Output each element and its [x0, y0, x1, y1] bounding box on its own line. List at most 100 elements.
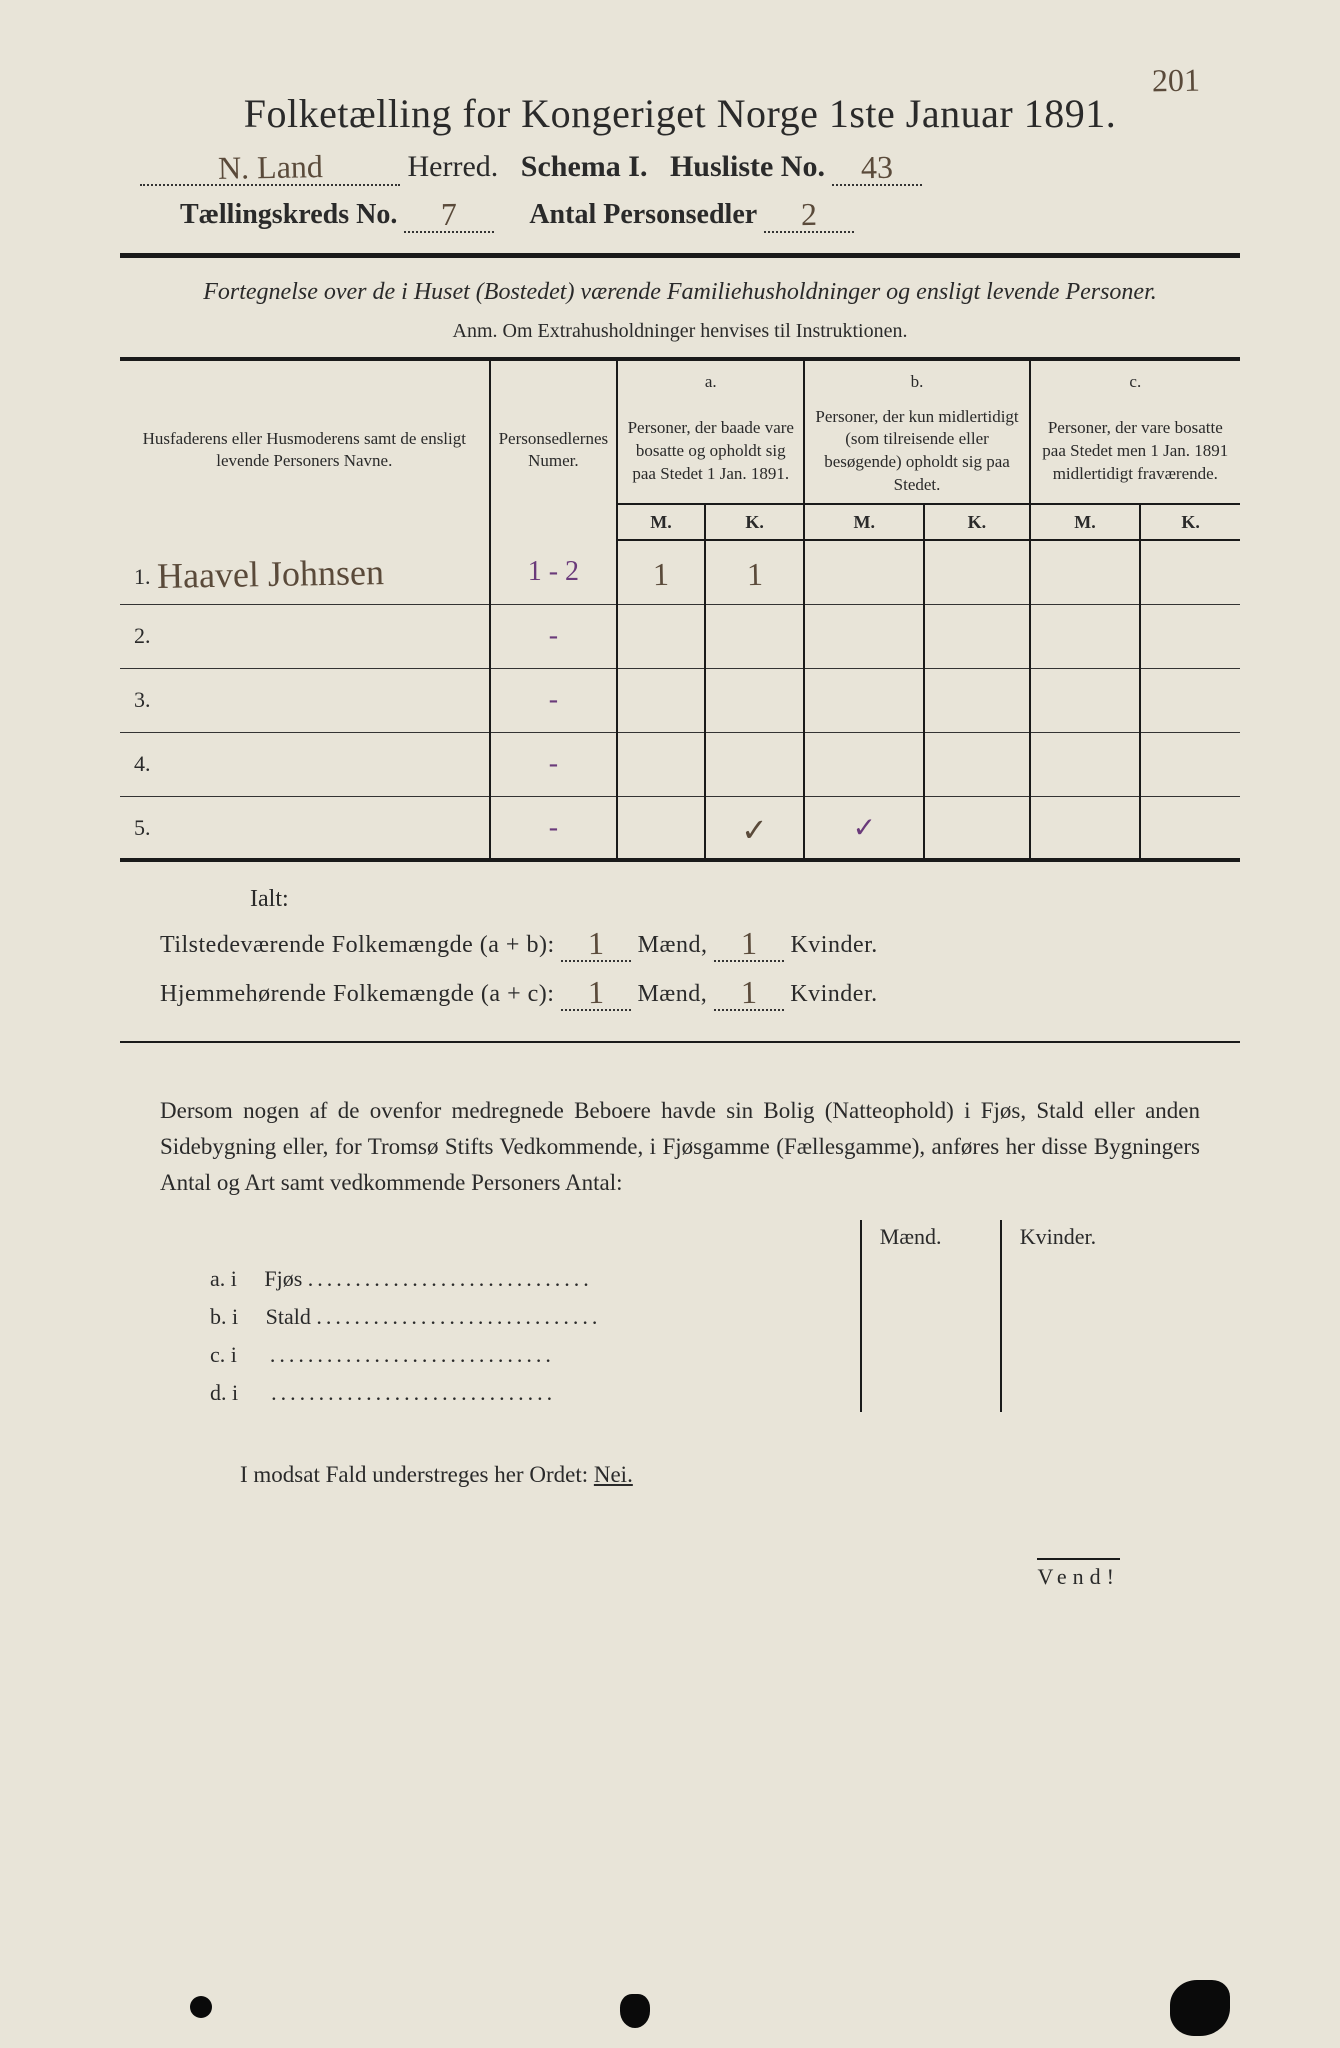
personsedler-num: - [490, 796, 618, 860]
ink-blot-icon [190, 1996, 212, 2018]
row-name-cell: 1.Haavel Johnsen [120, 540, 490, 604]
col-personsedler-header: Personsedlernes Numer. [490, 361, 618, 541]
building-maend-header: Mænd. [861, 1220, 1001, 1260]
building-maend-cell [861, 1374, 1001, 1412]
table-row: 3.- [120, 668, 1240, 732]
building-row: a. i Fjøs .............................. [200, 1260, 1141, 1298]
cell-b-m [804, 604, 924, 668]
schema-label: Schema I. [521, 150, 648, 183]
kreds-label: Tællingskreds No. [180, 199, 397, 230]
col-names-header: Husfaderens eller Husmoderens samt de en… [120, 361, 490, 541]
col-b-k: K. [924, 504, 1029, 540]
col-a-label: a. [617, 361, 804, 400]
cell-b-m [804, 668, 924, 732]
col-b-label: b. [804, 361, 1029, 400]
totals-2-m: 1 [587, 974, 604, 1011]
rule-1 [120, 253, 1240, 258]
cell-b-m [804, 732, 924, 796]
anm-note: Anm. Om Extrahusholdninger henvises til … [120, 320, 1240, 343]
cell-c-k [1140, 668, 1240, 732]
col-c-text: Personer, der vare bosatte paa Stedet me… [1030, 400, 1240, 505]
cell-b-m: ✓ [804, 796, 924, 860]
row-number: 4. [134, 751, 151, 776]
cell-c-k [1140, 732, 1240, 796]
row-name-cell: 5. [120, 796, 490, 860]
main-title: Folketælling for Kongeriget Norge 1ste J… [120, 90, 1240, 137]
personsedler-num: - [490, 732, 618, 796]
cell-b-k [924, 604, 1029, 668]
col-c-k: K. [1140, 504, 1240, 540]
maend-label-1: Mænd, [638, 932, 708, 958]
building-kvinder-cell [1001, 1374, 1141, 1412]
cell-a-m: 1 [617, 540, 705, 604]
person-name: Haavel Johnsen [156, 551, 384, 597]
personsedler-label: Antal Personsedler [529, 199, 757, 230]
nei-word: Nei. [594, 1462, 633, 1487]
kvinder-label-1: Kvinder. [790, 932, 877, 958]
building-label-cell: b. i Stald .............................… [200, 1298, 861, 1336]
table-row: 1.Haavel Johnsen1 - 211 [120, 540, 1240, 604]
herred-value: N. Land [217, 148, 322, 187]
subtitle: Fortegnelse over de i Huset (Bostedet) v… [120, 276, 1240, 310]
outbuilding-paragraph: Dersom nogen af de ovenfor medregnede Be… [160, 1093, 1200, 1200]
header-line-1: N. Land Herred. Schema I. Husliste No. 4… [120, 147, 1240, 186]
cell-a-k [705, 668, 805, 732]
census-form-page: 201 Folketælling for Kongeriget Norge 1s… [0, 0, 1340, 2048]
row-number: 1. [134, 564, 151, 589]
totals-line-2: Hjemmehørende Folkemængde (a + c): 1 Mæn… [160, 972, 1240, 1011]
personsedler-num: 1 - 2 [490, 540, 618, 604]
cell-c-m [1030, 604, 1141, 668]
col-c-m: M. [1030, 504, 1141, 540]
cell-c-k [1140, 540, 1240, 604]
census-table: Husfaderens eller Husmoderens samt de en… [120, 361, 1240, 863]
row-number: 3. [134, 687, 151, 712]
ink-blot-icon [1170, 1980, 1230, 2036]
col-a-text: Personer, der baade vare bosatte og opho… [617, 400, 804, 505]
col-b-text: Personer, der kun midlertidigt (som tilr… [804, 400, 1029, 505]
cell-a-k [705, 604, 805, 668]
building-table: Mænd. Kvinder. a. i Fjøs ...............… [200, 1220, 1141, 1412]
building-row: d. i .............................. [200, 1374, 1141, 1412]
building-maend-cell [861, 1298, 1001, 1336]
cell-c-m [1030, 540, 1141, 604]
cell-a-k [705, 732, 805, 796]
cell-b-k [924, 732, 1029, 796]
totals-1-m: 1 [588, 925, 605, 962]
page-corner-number: 201 [1152, 62, 1201, 100]
row-name-cell: 4. [120, 732, 490, 796]
cell-a-k: 1 [705, 540, 805, 604]
col-a-k: K. [705, 504, 805, 540]
cell-b-k [924, 540, 1029, 604]
nei-line: I modsat Fald understreges her Ordet: Ne… [240, 1462, 1240, 1488]
table-row: 5.- ✓✓ [120, 796, 1240, 860]
cell-c-k [1140, 604, 1240, 668]
building-row: b. i Stald .............................… [200, 1298, 1141, 1336]
herred-label: Herred. [408, 150, 499, 183]
vend-label: Vend! [1037, 1558, 1120, 1590]
building-row: c. i .............................. [200, 1336, 1141, 1374]
building-kvinder-cell [1001, 1336, 1141, 1374]
col-b-m: M. [804, 504, 924, 540]
kvinder-label-2: Kvinder. [790, 981, 877, 1007]
totals-2-k: 1 [740, 974, 757, 1011]
cell-b-k [924, 668, 1029, 732]
table-row: 2. - [120, 604, 1240, 668]
nei-text: I modsat Fald understreges her Ordet: [240, 1462, 594, 1487]
cell-a-k: ✓ [705, 796, 805, 860]
building-maend-cell [861, 1260, 1001, 1298]
cell-a-m [617, 668, 705, 732]
cell-a-m [617, 796, 705, 860]
personsedler-num: - [490, 604, 618, 668]
row-name-cell: 2. [120, 604, 490, 668]
building-kvinder-cell [1001, 1298, 1141, 1336]
cell-b-m [804, 540, 924, 604]
cell-c-m [1030, 668, 1141, 732]
maend-label-2: Mænd, [637, 981, 707, 1007]
totals-line-1: Tilstedeværende Folkemængde (a + b): 1 M… [160, 923, 1240, 962]
cell-a-m [617, 604, 705, 668]
row-number: 2. [134, 623, 151, 648]
row-name-cell: 3. [120, 668, 490, 732]
husliste-value: 43 [861, 149, 894, 187]
header-line-2: Tællingskreds No. 7 Antal Personsedler 2 [120, 194, 1240, 233]
cell-b-k [924, 796, 1029, 860]
